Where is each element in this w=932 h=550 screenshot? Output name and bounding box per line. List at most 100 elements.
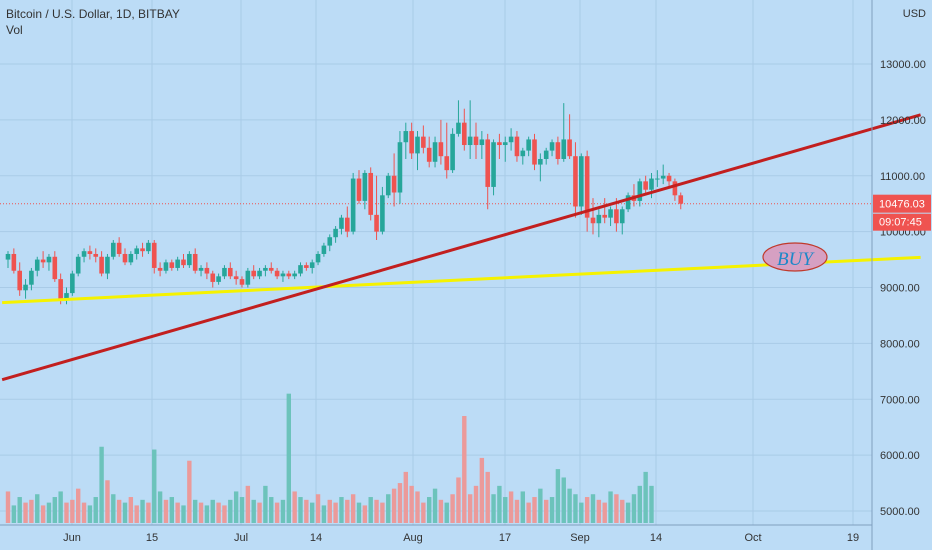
candle-body: [99, 256, 104, 274]
volume-bar: [99, 446, 104, 523]
volume-label: Vol: [6, 23, 23, 37]
volume-bar: [23, 502, 28, 523]
candle-body: [678, 195, 684, 204]
price-axis[interactable]: 5000.006000.007000.008000.009000.0010000…: [871, 0, 926, 550]
volume-bar: [257, 502, 262, 523]
candle-body: [549, 142, 555, 151]
candle-body: [192, 253, 198, 271]
candle: [403, 122, 409, 159]
volume-bar: [29, 499, 34, 523]
candle: [233, 270, 239, 285]
candle-body: [356, 178, 362, 201]
candle: [462, 108, 467, 151]
candle: [579, 153, 584, 215]
volume-bar: [386, 494, 391, 523]
candle: [81, 248, 87, 263]
candle-body: [263, 267, 268, 271]
volume-bar: [87, 505, 93, 523]
candle: [204, 262, 210, 280]
volume-bar: [5, 491, 11, 523]
candle-body: [327, 237, 333, 246]
candle: [479, 131, 485, 159]
candle: [122, 248, 128, 266]
candle: [380, 186, 385, 235]
candle: [146, 240, 151, 254]
volume-bar: [17, 497, 22, 523]
candle-body: [543, 150, 549, 159]
volume-bar: [415, 491, 420, 523]
candle: [298, 262, 303, 277]
candle: [532, 133, 537, 171]
candle: [23, 279, 28, 299]
candle-body: [339, 217, 344, 229]
candle-body: [304, 265, 309, 268]
candle: [134, 245, 139, 260]
candle: [456, 100, 461, 137]
volume-bar: [421, 502, 426, 523]
volume-bar: [58, 491, 63, 523]
candle-body: [274, 270, 280, 277]
candle-body: [17, 270, 22, 291]
candle-body: [643, 181, 648, 190]
volume-bar: [210, 499, 215, 523]
volume-bar: [380, 502, 385, 523]
volume-bar: [146, 502, 151, 523]
candle: [93, 248, 99, 263]
volume-bar: [93, 497, 98, 523]
candle-body: [508, 136, 514, 143]
volume-bar: [579, 502, 584, 523]
volume-bar: [310, 502, 315, 523]
candle: [157, 262, 163, 277]
volume-bar: [169, 497, 174, 523]
candle: [17, 262, 22, 296]
volume-bar: [245, 485, 251, 523]
candle: [210, 270, 216, 288]
volume-bar: [467, 494, 473, 523]
volume-bar: [350, 494, 356, 523]
volume-bar: [327, 499, 332, 523]
buy-annotation[interactable]: BUY: [762, 242, 828, 272]
candle: [520, 147, 526, 165]
candle: [75, 253, 81, 277]
candle: [573, 142, 578, 218]
candle-body: [251, 270, 256, 277]
volume-bar: [596, 499, 602, 523]
candle-body: [532, 139, 537, 165]
volume-bar: [76, 488, 81, 523]
candle-body: [198, 267, 204, 271]
candle-body: [485, 139, 490, 187]
volume-bar: [181, 505, 186, 523]
candle-body: [81, 251, 87, 257]
candle-body: [46, 256, 52, 263]
volume-bar: [532, 497, 537, 523]
candle: [239, 276, 245, 288]
volume-bar: [40, 505, 46, 523]
candle: [175, 256, 180, 271]
volume-bar: [345, 499, 350, 523]
volume-bar: [456, 477, 461, 523]
candle-body: [462, 122, 467, 146]
time-axis[interactable]: Jun 15 Jul 14 Aug 17 Sep 14 Oct 19: [0, 524, 872, 544]
volume-bar: [134, 505, 139, 523]
price-tick-label: 13000.00: [880, 59, 926, 71]
volume-bar: [520, 491, 525, 523]
volume-bar: [491, 494, 496, 523]
candle-body: [520, 150, 526, 157]
candle-body: [608, 209, 613, 218]
time-tick-label: 17: [499, 532, 511, 544]
candle: [309, 259, 315, 274]
volume-bar: [485, 471, 490, 523]
candle: [385, 172, 391, 199]
candle: [561, 103, 567, 162]
volume-bar: [608, 491, 613, 523]
candle: [625, 192, 631, 213]
volume-bar: [46, 502, 52, 523]
time-tick-label: Aug: [403, 532, 423, 544]
candle-body: [93, 253, 99, 257]
volume-bar: [157, 491, 163, 523]
time-tick-label: Jul: [234, 532, 248, 544]
last-price-value: 10476.03: [879, 199, 925, 211]
candle-body: [637, 181, 643, 201]
